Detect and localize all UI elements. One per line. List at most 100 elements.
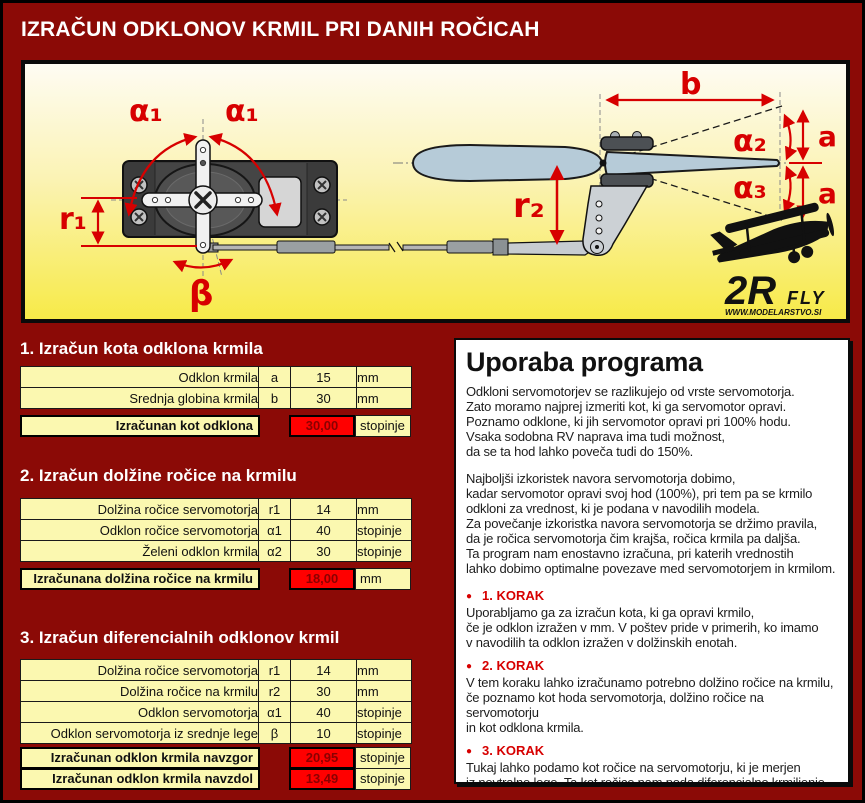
value-input-cell[interactable]: 30 [290, 680, 357, 702]
result-value: 18,00 [289, 568, 355, 590]
biplane-logo-icon [710, 202, 835, 264]
b-label: b [680, 67, 701, 102]
logo-brand-text: 2R [724, 269, 776, 313]
section3-table: Dolžina ročice servomotorja r1 14 mm Dol… [20, 659, 412, 744]
dimension-alpha1 [124, 133, 282, 217]
step-title-text: 1. KORAK [482, 588, 545, 603]
section2-title: 2. Izračun dolžine ročice na krmilu [20, 466, 297, 485]
step-title: ● 1. KORAK [466, 588, 838, 603]
table-row: Dolžina ročice servomotorja r1 14 mm [20, 659, 412, 681]
row-label: Odklon ročice servomotorja [20, 519, 259, 541]
alpha1-right-label: α₁ [225, 94, 259, 129]
table-row: Odklon krmila a 15 mm [20, 366, 412, 388]
result-label: Izračunan kot odklona [20, 415, 260, 437]
section3-title: 3. Izračun diferencialnih odklonov krmil [20, 628, 340, 647]
row-unit: mm [356, 498, 412, 520]
table-row: Odklon servomotorja iz srednje lege β 10… [20, 722, 412, 744]
beta-label: β [189, 274, 213, 314]
table-row: Želeni odklon krmila α2 30 stopinje [20, 540, 412, 562]
value-input-cell[interactable]: 30 [290, 540, 357, 562]
value-input-cell[interactable]: 30 [290, 387, 357, 409]
usage-paragraph: Najboljši izkoristek navora servomotorja… [466, 471, 836, 576]
logo-suffix-text: FLY [787, 288, 826, 308]
brand-logo: 2R FLY WWW.MODELARSTVO.SI [710, 202, 835, 317]
usage-paragraph: Odkloni servomotorjev se razlikujejo od … [466, 384, 795, 459]
section3-result-up: Izračunan odklon krmila navzgor 20,95 st… [20, 747, 411, 769]
row-label: Odklon krmila [20, 366, 259, 388]
section2-result: Izračunana dolžina ročice na krmilu 18,0… [20, 568, 411, 590]
elevator [604, 150, 780, 177]
row-symbol: α1 [258, 701, 291, 723]
a-top-label: a [818, 120, 837, 153]
result-unit: stopinje [355, 415, 411, 437]
alpha2-label: α₂ [733, 124, 767, 159]
usage-step-3: ● 3. KORAK Tukaj lahko podamo kot ročice … [466, 743, 838, 782]
row-label: Dolžina ročice na krmilu [20, 680, 259, 702]
row-unit: mm [356, 366, 412, 388]
row-label: Odklon servomotorja iz srednje lege [20, 722, 259, 744]
result-value: 13,49 [289, 768, 355, 790]
row-label: Odklon servomotorja [20, 701, 259, 723]
table-row: Dolžina ročice na krmilu r2 30 mm [20, 680, 412, 702]
stabilizer [411, 143, 604, 183]
step-title-text: 3. KORAK [482, 743, 545, 758]
row-label: Srednja globina krmila [20, 387, 259, 409]
row-label: Dolžina ročice servomotorja [20, 498, 259, 520]
dimension-alpha2-alpha3 [782, 113, 798, 214]
section1-result: Izračunan kot odklona 30,00 stopinje [20, 415, 411, 437]
diagram-canvas: r₁ α₁ α₁ β r₂ b a a [25, 64, 846, 319]
alpha3-label: α₃ [733, 171, 767, 206]
usage-title: Uporaba programa [466, 347, 703, 377]
result-unit: mm [355, 568, 411, 590]
r2-label: r₂ [513, 186, 545, 226]
step-text: V tem koraku lahko izračunamo potrebno d… [466, 675, 834, 735]
row-unit: mm [356, 659, 412, 681]
bullet-icon: ● [466, 661, 473, 672]
page-title: IZRAČUN ODKLONOV KRMIL PRI DANIH ROČICAH [21, 18, 540, 41]
hinge-clamp [600, 131, 654, 188]
result-value: 30,00 [289, 415, 355, 437]
a-bottom-label: a [818, 177, 837, 210]
result-unit: stopinje [355, 768, 411, 790]
dimension-r1: r₁ [59, 197, 197, 247]
table-row: Odklon ročice servomotorja α1 40 stopinj… [20, 519, 412, 541]
step-text: Uporabljamo ga za izračun kota, ki ga op… [466, 605, 819, 650]
row-label: Želeni odklon krmila [20, 540, 259, 562]
logo-url-text: WWW.MODELARSTVO.SI [725, 308, 822, 317]
alpha1-left-label: α₁ [129, 94, 163, 129]
value-input-cell[interactable]: 10 [290, 722, 357, 744]
bullet-icon: ● [466, 591, 473, 602]
table-row: Odklon servomotorja α1 40 stopinje [20, 701, 412, 723]
hinge-point [599, 159, 607, 167]
row-label: Dolžina ročice servomotorja [20, 659, 259, 681]
step-title: ● 3. KORAK [466, 743, 838, 758]
result-label: Izračunan odklon krmila navzgor [20, 747, 260, 769]
section1-table: Odklon krmila a 15 mm Srednja globina kr… [20, 366, 412, 409]
row-unit: stopinje [356, 519, 412, 541]
row-symbol: r2 [258, 680, 291, 702]
servo-linkage-diagram: r₁ α₁ α₁ β r₂ b a a [21, 60, 850, 323]
usage-step-2: ● 2. KORAK V tem koraku lahko izračunamo … [466, 658, 838, 735]
table-row: Dolžina ročice servomotorja r1 14 mm [20, 498, 412, 520]
result-unit: stopinje [355, 747, 411, 769]
row-symbol: α2 [258, 540, 291, 562]
r1-label: r₁ [59, 202, 87, 237]
step-title-text: 2. KORAK [482, 658, 545, 673]
pushrod [207, 238, 599, 256]
usage-step-1: ● 1. KORAK Uporabljamo ga za izračun kota… [466, 588, 838, 650]
value-input-cell[interactable]: 14 [290, 498, 357, 520]
section3-result-down: Izračunan odklon krmila navzdol 13,49 st… [20, 768, 411, 790]
row-unit: mm [356, 680, 412, 702]
dimension-beta [172, 258, 234, 273]
value-input-cell[interactable]: 14 [290, 659, 357, 681]
value-input-cell[interactable]: 40 [290, 701, 357, 723]
row-unit: stopinje [356, 722, 412, 744]
table-row: Srednja globina krmila b 30 mm [20, 387, 412, 409]
result-value: 20,95 [289, 747, 355, 769]
row-symbol: α1 [258, 519, 291, 541]
row-unit: mm [356, 387, 412, 409]
control-horn [582, 185, 649, 257]
value-input-cell[interactable]: 40 [290, 519, 357, 541]
value-input-cell[interactable]: 15 [290, 366, 357, 388]
